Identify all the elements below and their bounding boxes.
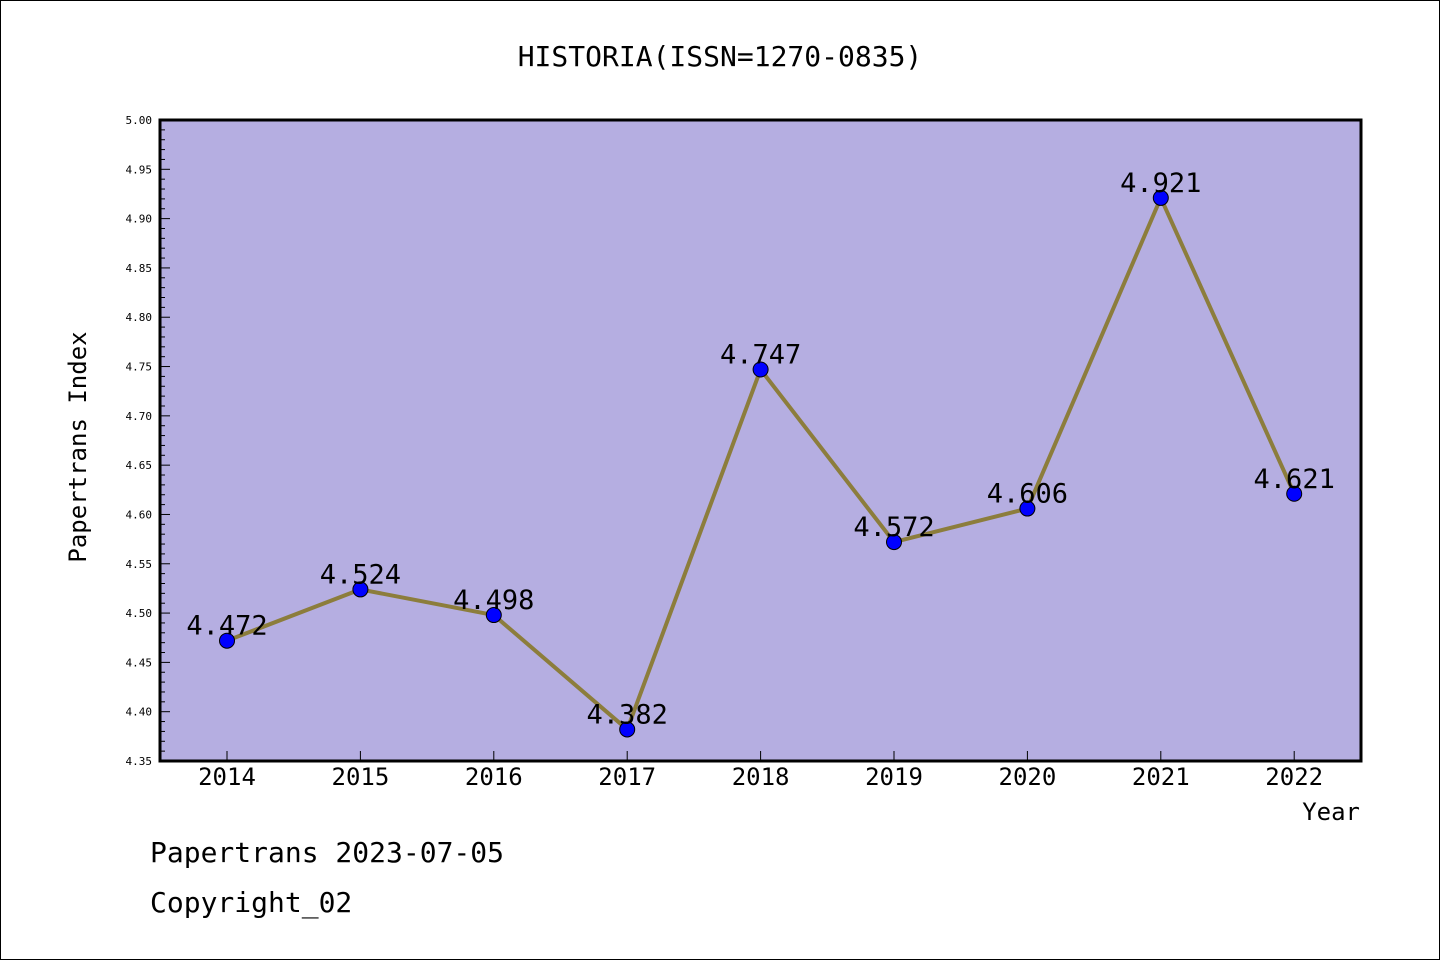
x-axis-label: Year [1302,798,1360,826]
data-label: 4.498 [453,585,534,616]
data-point [1286,485,1303,502]
y-tick-label: 4.40 [126,706,153,719]
data-point [352,581,369,598]
data-label: 4.747 [720,339,801,370]
x-tick-label: 2018 [732,763,790,791]
y-tick-label: 4.35 [126,755,153,768]
y-tick-label: 4.55 [126,558,153,571]
data-label: 4.472 [186,611,267,642]
data-label-group: 4.472 4.524 4.498 4.382 4.747 4.572 4.606 4.921… [186,168,1334,731]
x-tick-label: 2016 [465,763,523,791]
x-tick-label: 2017 [598,763,656,791]
data-point [1019,500,1036,517]
y-tick-label: 4.75 [126,361,153,374]
footer-date: Papertrans 2023-07-05 [150,836,505,869]
y-tick-label: 4.85 [126,262,153,275]
data-label: 4.524 [320,559,401,590]
data-label: 4.921 [1120,168,1201,199]
y-tick-label: 4.95 [126,163,153,176]
y-tick-label: 5.00 [126,114,153,127]
data-point [485,607,502,624]
x-axis: 2014 2015 2016 2017 2018 2019 2020 2021 2022 [198,751,1323,791]
y-axis: 4.35 4.40 4.45 4.50 4.55 4.60 4.65 4.70 4.75 4.80… [126,114,170,768]
data-label: 4.621 [1254,464,1335,495]
y-tick-label: 4.65 [126,459,153,472]
data-point [219,632,235,649]
y-tick-label: 4.80 [126,311,153,324]
data-point [619,721,636,738]
y-tick-label: 4.60 [126,508,153,521]
x-tick-label: 2020 [999,763,1057,791]
y-tick-label: 4.50 [126,607,153,620]
x-tick-label: 2022 [1265,763,1323,791]
y-axis-label: Papertrans Index [64,331,92,562]
footer-copyright: Copyright_02 [150,886,353,919]
data-point [1152,189,1169,206]
plot-area [158,118,1363,763]
y-tick-label: 4.45 [126,656,153,669]
y-tick-label: 4.90 [126,213,153,226]
x-tick-label: 2015 [332,763,390,791]
data-point [886,534,902,551]
chart-title: HISTORIA(ISSN=1270-0835) [518,40,923,73]
data-label: 4.382 [587,699,668,730]
data-label: 4.572 [853,512,934,543]
x-tick-label: 2014 [198,763,256,791]
data-label: 4.606 [987,479,1068,510]
x-tick-label: 2021 [1132,763,1190,791]
data-point [752,361,769,378]
marker-group [219,189,1303,738]
y-tick-label: 4.70 [126,410,153,423]
x-tick-label: 2019 [865,763,923,791]
